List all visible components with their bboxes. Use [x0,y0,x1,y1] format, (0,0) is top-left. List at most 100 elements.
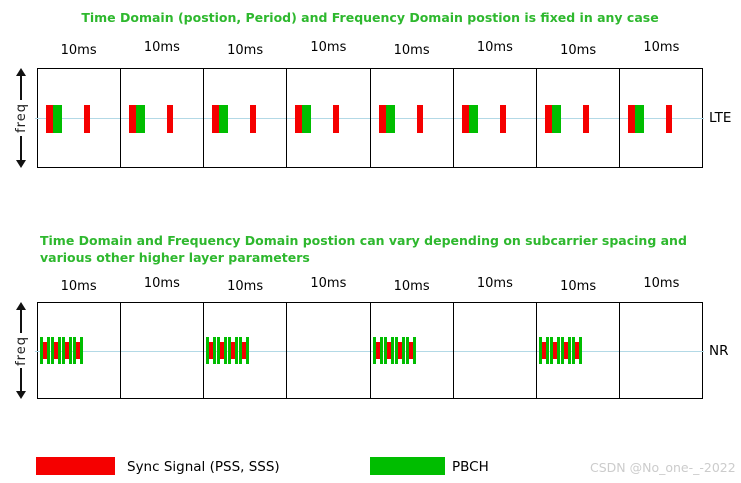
pss-sss-bar [43,342,47,359]
pss-sss-bar [209,342,214,359]
lte-radio-frame [121,69,205,167]
nr-frame-duration-labels: 10ms 10ms 10ms 10ms 10ms 10ms 10ms 10ms [37,276,703,295]
pss-sss-bar [541,342,546,359]
lte-frame-duration-label: 10ms [476,40,513,55]
pss-sss-bar [552,342,557,359]
freq-axis-down-arrow-icon [16,160,26,169]
pbch-bar [302,105,312,133]
pbch-bar [51,337,54,364]
pss-sss-bar [212,105,220,133]
ssb-block [40,337,50,364]
pbch-bar [40,337,43,364]
pbch-bar [235,337,239,364]
pss-sss-bar [54,342,58,359]
nr-radio-frame [204,303,288,398]
pbch-bar [385,105,395,133]
pss-sss-bar [375,342,380,359]
ssb-burst-cluster [40,303,83,398]
pbch-bar [468,105,478,133]
pss-sss-bar [333,105,340,133]
lte-frame-grid [35,68,704,168]
lte-radio-frame [371,69,454,167]
pss-sss-bar [231,342,236,359]
lte-radio-frame [38,69,122,167]
freq-axis-down-arrow-icon [16,391,26,400]
ssb-block [206,337,217,364]
freq-axis-line [20,135,22,161]
ssb-block [405,337,416,364]
pss-sss-bar [408,342,413,359]
pss-sss-bar [65,342,69,359]
freq-axis-line [20,368,22,392]
pbch-bar [571,337,575,364]
ssb-block [62,337,72,364]
nr-radio-frame [38,303,122,398]
lte-frame-duration-label: 10ms [60,43,97,58]
pss-sss-bar [386,342,391,359]
lte-radio-frame [537,69,620,167]
lte-radio-frame [454,69,537,167]
pbch-bar [412,337,416,364]
ssb-burst-cluster [372,303,416,398]
lte-frame-duration-label: 10ms [227,43,264,58]
ssb-block [383,337,394,364]
pbch-bar [228,337,232,364]
pss-sss-bar [544,105,552,133]
pbch-bar [383,337,387,364]
pbch-bar [567,337,571,364]
pbch-bar [556,337,560,364]
nr-section-title-line1: Time Domain and Frequency Domain postion… [40,233,687,248]
lte-radio-frame [204,69,288,167]
nr-frame-duration-label: 10ms [310,276,347,291]
pbch-bar [73,337,76,364]
ssb-block [217,337,228,364]
pss-sss-bar [295,105,303,133]
pbch-bar [47,337,50,364]
pss-sss-bar [220,342,225,359]
pss-sss-bar [378,105,386,133]
ssb-block [394,337,405,364]
nr-row-label: NR [709,343,729,359]
pss-sss-bar [129,105,137,133]
pss-sss-bar [242,342,247,359]
ssb-block [51,337,61,364]
pbch-bar [560,337,564,364]
freq-axis-line [20,76,22,101]
pbch-bar [69,337,72,364]
pbch-bar [58,337,61,364]
freq-axis-up-arrow-icon [16,302,26,310]
pbch-legend-label: PBCH [452,459,489,475]
ssb-block [549,337,560,364]
pbch-bar [206,337,210,364]
pbch-legend-swatch [370,457,445,475]
pbch-bar [551,105,561,133]
nr-freq-axis: freq [9,302,33,400]
ssb-block [239,337,250,364]
pss-sss-bar [563,342,568,359]
freq-axis-line [20,310,22,333]
ssb-burst-cluster [206,303,250,398]
pbch-bar [634,105,644,133]
pbch-bar [401,337,405,364]
pss-sss-bar [499,105,506,133]
pbch-bar [549,337,553,364]
sync-signal-legend-swatch [36,457,115,475]
pbch-bar [246,337,250,364]
pbch-bar [136,105,146,133]
ssb-burst-cluster [538,303,582,398]
nr-radio-frame [287,303,371,398]
lte-row-label: LTE [709,110,732,126]
pss-sss-bar [250,105,257,133]
ssb-block [228,337,239,364]
pss-sss-bar [397,342,402,359]
nr-frame-duration-label: 10ms [560,279,597,294]
pbch-bar [213,337,217,364]
pbch-bar [219,105,229,133]
lte-freq-axis: freq [9,68,33,169]
pbch-bar [62,337,65,364]
nr-radio-frame [121,303,205,398]
nr-frame-duration-label: 10ms [60,279,97,294]
lte-section-title: Time Domain (postion, Period) and Freque… [81,10,659,25]
pss-sss-bar [582,105,589,133]
